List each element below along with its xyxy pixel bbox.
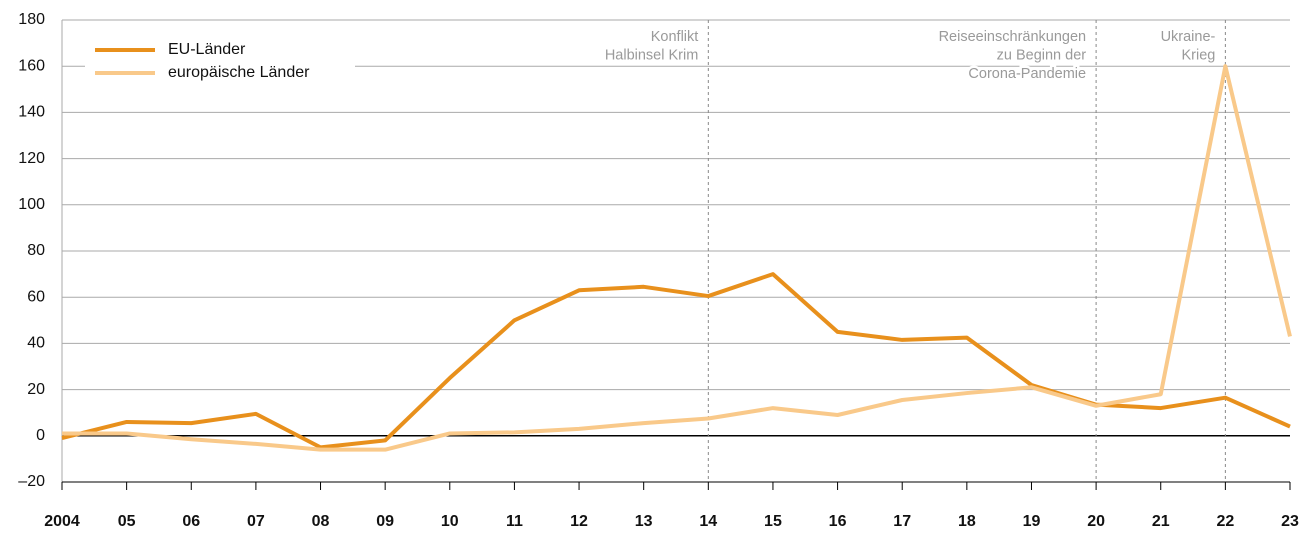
y-tick-label: 100: [18, 196, 45, 213]
x-tick-label: 11: [506, 513, 523, 530]
annotation-text: Konflikt: [651, 29, 699, 45]
y-tick-label: 160: [18, 57, 45, 74]
y-tick-label: 0: [36, 427, 45, 444]
x-tick-label: 20: [1087, 513, 1105, 530]
annotation-text: Ukraine-: [1161, 29, 1216, 45]
annotation-text: zu Beginn der: [997, 47, 1087, 63]
y-tick-label: –20: [18, 473, 45, 490]
annotation-text: Reiseeinschränkungen: [939, 29, 1087, 45]
x-tick-label: 05: [118, 513, 136, 530]
x-tick-label: 18: [958, 513, 976, 530]
x-tick-label: 17: [893, 513, 911, 530]
x-tick-label: 14: [699, 513, 717, 530]
x-tick-label: 06: [182, 513, 200, 530]
y-tick-label: 120: [18, 150, 45, 167]
annotation-text: Krieg: [1182, 47, 1216, 63]
x-tick-label: 19: [1023, 513, 1041, 530]
x-tick-label: 08: [312, 513, 330, 530]
legend-bg: [85, 62, 355, 84]
annotation-text: Halbinsel Krim: [605, 47, 698, 63]
legend-bg: [85, 39, 355, 61]
x-tick-label: 2004: [44, 513, 80, 530]
x-tick-label: 16: [829, 513, 847, 530]
x-tick-label: 21: [1152, 513, 1170, 530]
x-tick-label: 12: [570, 513, 588, 530]
x-tick-label: 23: [1281, 513, 1299, 530]
y-tick-label: 180: [18, 11, 45, 28]
x-tick-label: 10: [441, 513, 459, 530]
y-tick-label: 60: [27, 288, 45, 305]
legend-label: europäische Länder: [168, 64, 310, 81]
annotation-text: Corona-Pandemie: [968, 66, 1086, 82]
y-tick-label: 140: [18, 104, 45, 121]
x-tick-label: 22: [1216, 513, 1234, 530]
x-tick-label: 13: [635, 513, 653, 530]
series-line: [62, 64, 1292, 452]
x-tick-label: 15: [764, 513, 782, 530]
y-tick-label: 20: [27, 381, 45, 398]
x-tick-label: 09: [376, 513, 394, 530]
x-tick-label: 07: [247, 513, 265, 530]
y-tick-label: 80: [27, 242, 45, 259]
y-tick-label: 40: [27, 335, 45, 352]
legend-label: EU-Länder: [168, 41, 246, 58]
